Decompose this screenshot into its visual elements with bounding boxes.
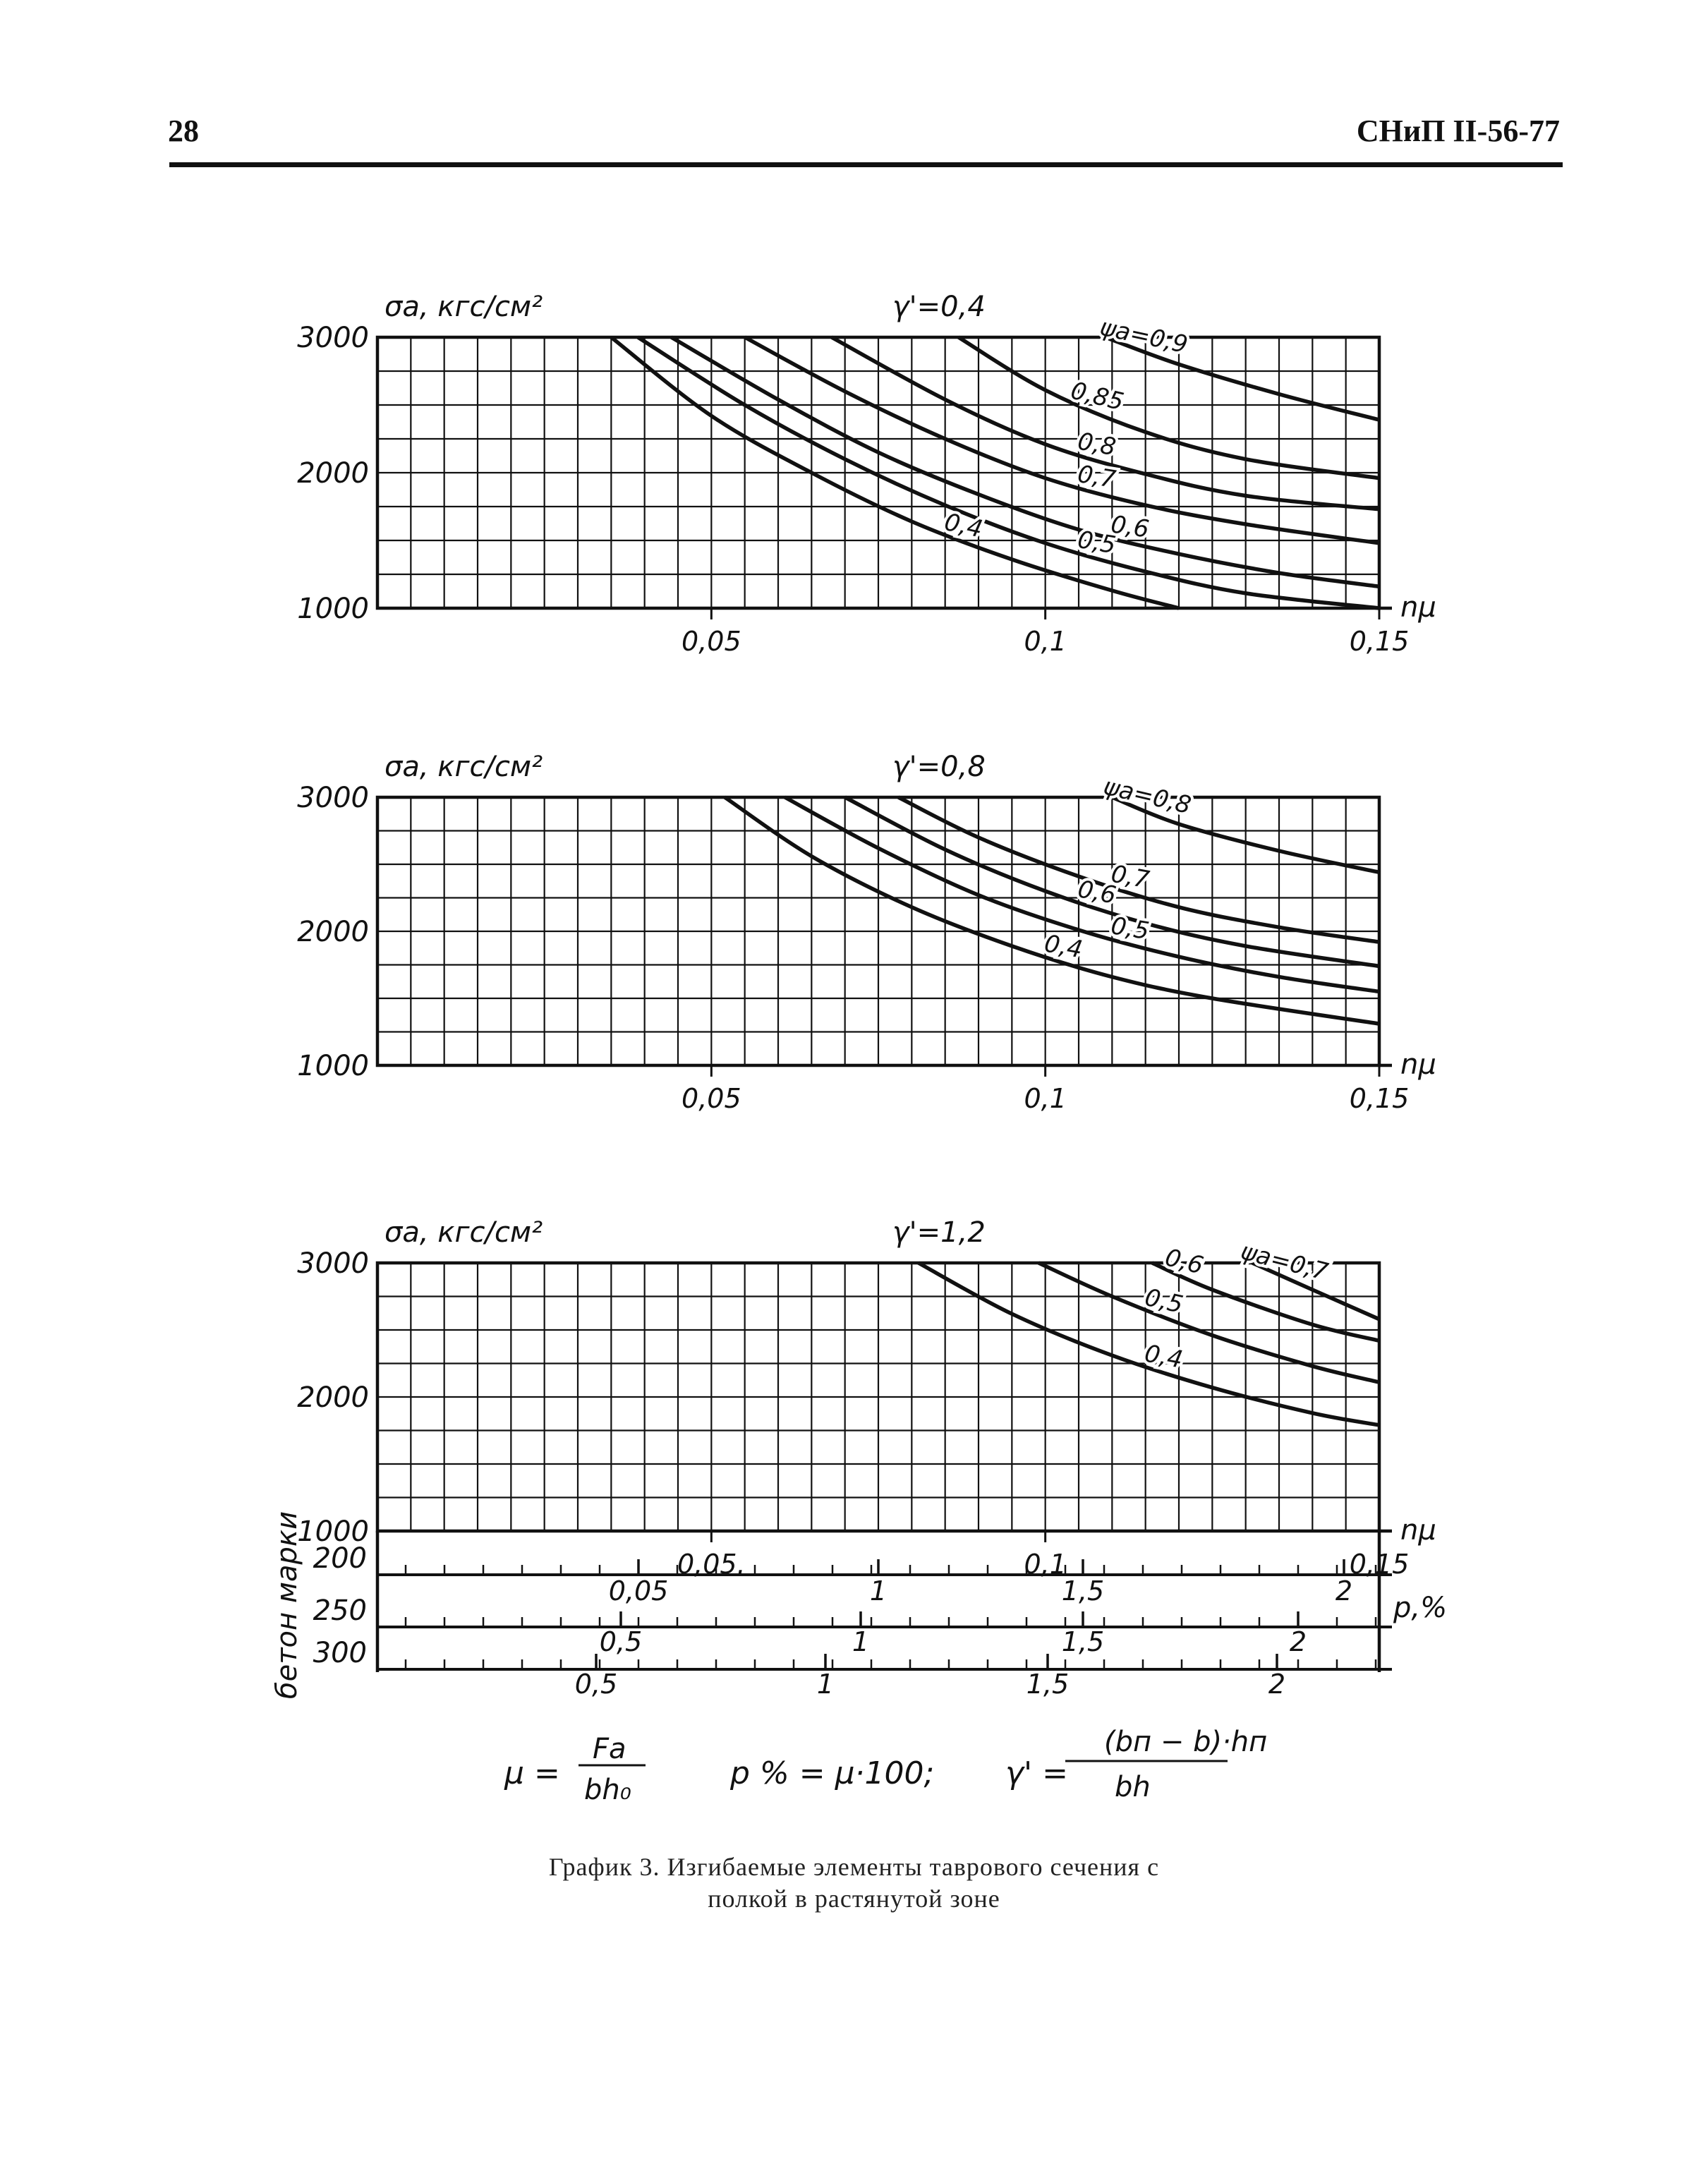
y-tick-label: 1000 (297, 593, 369, 625)
y-tick-label: 2000 (297, 457, 369, 490)
series-line (723, 795, 1380, 1026)
scale-tick-label: 1 (852, 1626, 869, 1657)
y-tick-label: 3000 (297, 782, 369, 814)
scale-tick-label: 1,5 (1062, 1575, 1104, 1607)
x-tick-label: 0,15 (1350, 1083, 1410, 1114)
x-tick-label: 0,05 (682, 1083, 741, 1114)
series-label: 0,6 (1162, 1243, 1206, 1280)
scale-tick-label: 0,5 (600, 1626, 642, 1657)
curves-layer (610, 335, 1381, 1427)
plot-frame (375, 795, 1381, 1067)
scale-tick-label: 2 (1335, 1575, 1352, 1607)
y-tick-label: 2000 (297, 1381, 369, 1414)
scale-tick-label: 0,05 (609, 1575, 669, 1607)
p-percent-label: p,% (1393, 1592, 1447, 1624)
series-line (844, 795, 1380, 969)
series-line (1104, 335, 1380, 422)
scale-tick-label: 0,5 (575, 1669, 617, 1700)
series-line (1151, 1261, 1380, 1343)
scale-tick-label: 2 (1268, 1669, 1285, 1700)
series-line (670, 335, 1380, 589)
series-line (1251, 1261, 1381, 1321)
formula-gamma-denominator: bh (1115, 1771, 1151, 1803)
series-label: 0,7 (1076, 460, 1118, 494)
y-tick-label: 1000 (297, 1515, 369, 1548)
formula-gamma-numerator: (bп − b)·hп (1104, 1726, 1267, 1758)
scale-tick-label: 1 (817, 1669, 834, 1700)
series-label: 0,4 (1142, 1339, 1185, 1374)
series-line (744, 335, 1380, 545)
y-axis-title: σа, кгс/см² (384, 1216, 543, 1249)
series-line (1111, 795, 1380, 875)
x-axis-title: nμ (1400, 1514, 1436, 1547)
series-line (1038, 1261, 1380, 1384)
x-tick-label: 0,05 (682, 626, 741, 657)
page-number: 28 (168, 114, 199, 148)
x-tick-label: 0,1 (1024, 626, 1066, 657)
concrete-grade-label: 200 (313, 1542, 367, 1575)
scale-tick-label: 1,5 (1026, 1669, 1069, 1700)
figure-caption-line-2: полкой в растянутой зоне (708, 1884, 1000, 1913)
x-tick-label: 0,15 (1350, 626, 1410, 657)
series-label: 0,6 (1109, 510, 1151, 543)
formula-gamma-lhs: γ' = (1005, 1755, 1068, 1791)
plot-frame (375, 335, 1381, 610)
series-line (917, 1261, 1380, 1427)
header-rule (169, 162, 1563, 167)
series-line (830, 335, 1380, 512)
grid-layer (375, 335, 1392, 1542)
chart-title: γ'=0,4 (892, 291, 986, 323)
scale-tick-label: 2 (1290, 1626, 1307, 1657)
concrete-scales: бетон марки p,% 200 0,05 1 1,5 2 250 0,5 1 1,5 2 300… (271, 1511, 1447, 1700)
x-axis-title: nμ (1400, 1048, 1436, 1081)
chart-title: γ'=0,8 (892, 751, 986, 783)
series-label: 0,85 (1068, 377, 1127, 417)
concrete-grade-title: бетон марки (271, 1511, 303, 1699)
y-tick-label: 3000 (297, 322, 369, 354)
formula-p: p % = μ·100; (729, 1755, 934, 1791)
scale-tick-label: 1,5 (1062, 1626, 1104, 1657)
series-line (957, 335, 1380, 480)
document-code: СНиП II-56-77 (1356, 114, 1560, 148)
plot-frame (375, 1261, 1381, 1533)
y-axis-title: σа, кгс/см² (384, 751, 543, 783)
series-line (636, 335, 1380, 610)
series-line (897, 795, 1380, 944)
formula-mu-numerator: Fa (593, 1733, 626, 1765)
y-tick-label: 1000 (297, 1050, 369, 1082)
formula-mu-denominator: bh₀ (584, 1774, 631, 1806)
series-label: 0,5 (1109, 912, 1151, 945)
scale-tick-label: 1 (870, 1575, 887, 1607)
formulas: μ = Fa bh₀ p % = μ·100; γ' = (bп − b)·hп… (504, 1726, 1267, 1806)
series-line (784, 795, 1380, 994)
x-axis-title: nμ (1400, 591, 1436, 624)
x-tick-label: 0,1 (1024, 1083, 1066, 1114)
concrete-grade-label: 300 (313, 1637, 367, 1669)
series-line (610, 335, 1180, 610)
y-axis-title: σа, кгс/см² (384, 291, 543, 323)
y-tick-label: 3000 (297, 1247, 369, 1280)
chart-title: γ'=1,2 (892, 1216, 986, 1249)
formula-mu-lhs: μ = (504, 1755, 560, 1791)
y-tick-label: 2000 (297, 916, 369, 948)
concrete-grade-label: 250 (313, 1595, 367, 1627)
figure-caption-line-1: График 3. Изгибаемые элементы таврового … (548, 1853, 1160, 1881)
text-layer: σа, кгс/см² γ'=0,4 nμ 3000 2000 1000 0,05 0,1 0,… (297, 291, 1436, 1580)
